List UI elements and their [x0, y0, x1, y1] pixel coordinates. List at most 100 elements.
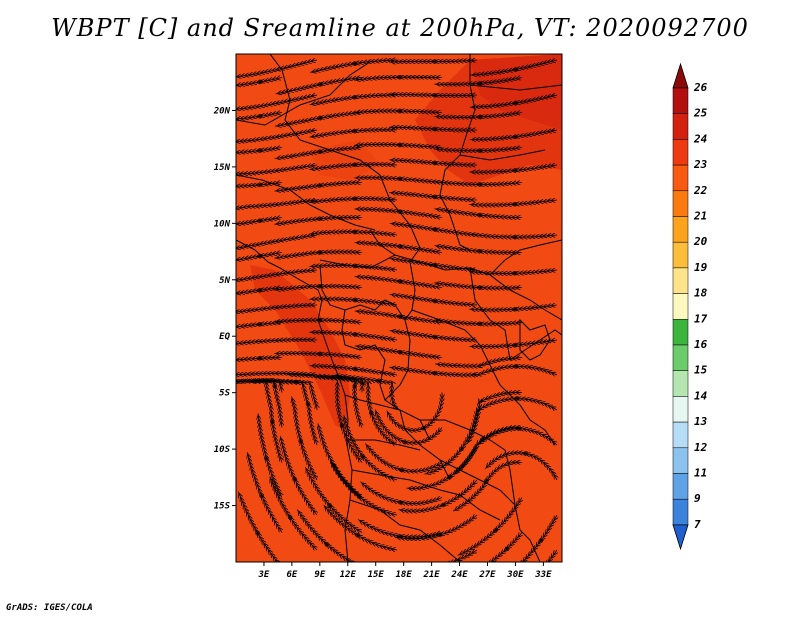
colorbar-label: 22 [693, 184, 708, 197]
streamline-arrow [352, 366, 358, 372]
streamline-arrow [261, 378, 266, 383]
streamline-arrow [352, 196, 357, 201]
lon-tick-label: 3E [258, 570, 270, 580]
lat-tick-label: 10S [214, 445, 231, 455]
streamline-arrow [340, 423, 345, 428]
streamline-arrow [432, 227, 438, 232]
streamline-arrow [288, 515, 293, 521]
streamline-arrow [328, 503, 333, 509]
lat-tick-label: 20N [213, 106, 231, 116]
colorbar-label: 19 [694, 261, 708, 274]
streamline-arrow [477, 213, 482, 218]
streamline-arrow [274, 338, 279, 343]
chart-title: WBPT [C] and Sreamline at 200hPa, VT: 20… [51, 14, 749, 42]
streamline-arrow [352, 94, 357, 100]
lon-tick-label: 15E [368, 570, 385, 580]
streamline-arrow [504, 546, 510, 551]
colorbar-label: 15 [694, 364, 708, 377]
colorbar-top-arrow [672, 62, 689, 89]
streamline-arrow [512, 307, 518, 312]
colorbar-swatch [672, 498, 689, 526]
colorbar-label: 9 [694, 492, 701, 505]
streamline-arrow [274, 238, 280, 244]
streamline-arrow [352, 383, 357, 389]
streamline-arrow [397, 142, 402, 148]
streamline-arrow [399, 468, 404, 473]
lat-tick-label: EQ [219, 332, 230, 342]
streamline-arrow [317, 283, 322, 289]
colorbar-label: 26 [693, 81, 708, 94]
colorbar-swatch [672, 319, 689, 346]
lat-tick-label: 5S [219, 389, 230, 399]
streamline-arrow [257, 356, 262, 361]
colorbar-label: 18 [694, 287, 708, 300]
streamline-arrow [437, 532, 443, 537]
streamline-arrow [397, 74, 402, 80]
streamline-arrow [514, 396, 519, 401]
streamline-arrow [324, 542, 330, 548]
latitude-axis: 20N 15N 10N 5N EQ 5S 10S 15S [213, 106, 236, 512]
streamline-arrow [397, 176, 403, 182]
colorbar-swatch [672, 447, 689, 474]
streamline-arrow [516, 426, 522, 431]
streamline-arrow [352, 297, 358, 303]
streamline-arrow [512, 100, 518, 105]
streamline-arrow [397, 314, 403, 320]
streamline-arrow [260, 493, 265, 498]
colorbar-swatch [672, 164, 689, 192]
colorbar-swatch [672, 396, 689, 423]
streamline-arrow [432, 371, 437, 376]
lon-tick-label: 12E [340, 570, 357, 580]
streamline-arrow [397, 350, 403, 355]
colorbar-swatch [672, 139, 689, 166]
lon-tick-label: 24E [450, 570, 468, 580]
streamline-arrow [317, 183, 323, 188]
streamline-arrow [440, 502, 446, 507]
streamline-arrow [398, 500, 403, 505]
streamline-arrow [274, 100, 280, 105]
streamlines [236, 59, 557, 562]
colorbar-label: 7 [694, 518, 701, 531]
colorbar-bottom-arrow [672, 524, 689, 551]
streamline-arrow [306, 401, 311, 407]
colorbar-swatch [672, 370, 689, 397]
colorbar-swatch [672, 113, 689, 140]
streamline-arrow [257, 218, 263, 223]
streamline-arrow [352, 128, 357, 134]
colorbar-label: 17 [694, 312, 708, 325]
streamline-arrow [432, 93, 437, 98]
streamline-arrow [317, 216, 322, 221]
colorbar-swatch [672, 473, 689, 500]
colorbar-label: 16 [694, 338, 708, 351]
streamline-arrow [432, 194, 437, 200]
streamline-arrow [432, 59, 437, 64]
lat-tick-label: 15S [214, 502, 231, 512]
streamline-arrow [493, 527, 499, 533]
streamline-arrow [478, 363, 483, 369]
map-frame [235, 53, 563, 563]
colorbar-label: 21 [693, 210, 707, 223]
streamline-arrow [397, 279, 403, 284]
streamline-arrow [397, 108, 402, 114]
streamline-arrow [274, 371, 279, 376]
streamline-arrow [257, 113, 263, 119]
streamline-arrow [332, 463, 337, 469]
streamline-arrow [477, 249, 482, 254]
streamline-arrow [397, 244, 403, 249]
colorbar-label: 11 [694, 467, 707, 480]
colorbar-swatch [672, 267, 689, 294]
streamline-arrow [477, 114, 483, 120]
streamline-arrow [257, 322, 262, 327]
lat-tick-label: 5N [219, 276, 230, 286]
lon-tick-label: 9E [314, 570, 325, 580]
streamline-arrow [317, 351, 322, 357]
streamline-arrow [274, 271, 280, 277]
streamline-arrow [274, 202, 280, 207]
streamline-arrow [375, 378, 381, 384]
grads-credit: GrADS: IGES/COLA [6, 603, 93, 613]
streamline-arrow [317, 115, 323, 120]
streamline-arrow [512, 134, 518, 139]
streamline-arrow [369, 410, 374, 416]
streamline-arrow [477, 182, 482, 187]
